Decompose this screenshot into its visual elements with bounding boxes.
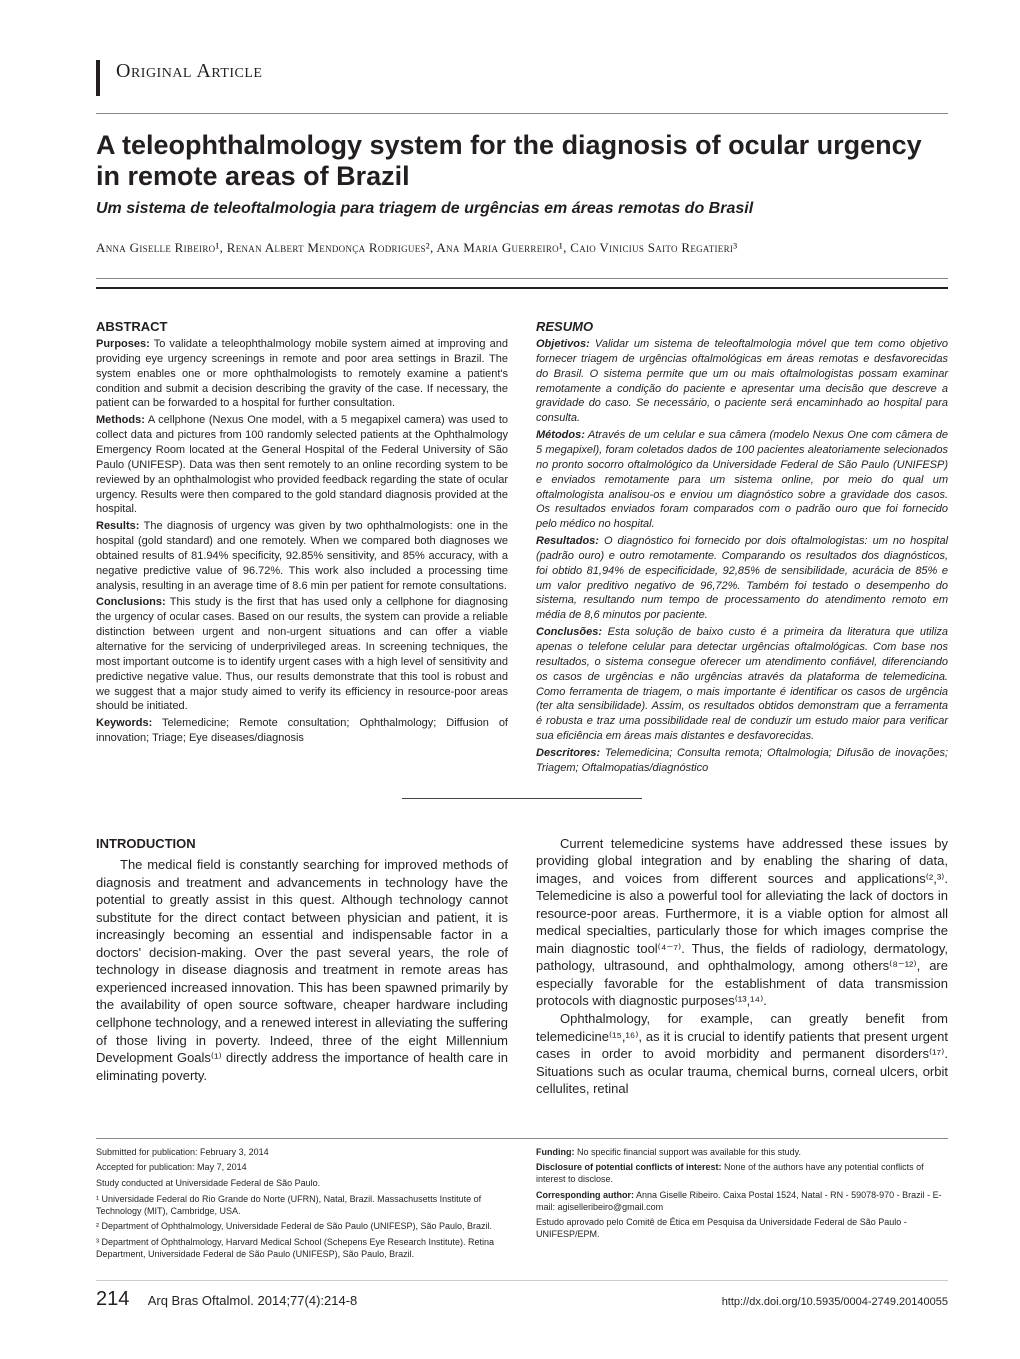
purposes-text: To validate a teleophthalmology mobile s…	[96, 338, 508, 409]
methods-text: A cellphone (Nexus One model, with a 5 m…	[96, 414, 508, 515]
disclosure-label: Disclosure of potential conflicts of int…	[536, 1162, 722, 1172]
keywords-label: Keywords:	[96, 717, 152, 729]
keywords-text: Telemedicine; Remote consultation; Ophth…	[96, 717, 508, 744]
article-title-en: A teleophthalmology system for the diagn…	[96, 130, 948, 192]
affiliation-3: ³ Department of Ophthalmology, Harvard M…	[96, 1237, 508, 1260]
results-label: Results:	[96, 520, 139, 532]
metodos-text: Através de um celular e sua câmera (mode…	[536, 429, 948, 530]
abstract-pt: RESUMO Objetivos: Validar um sistema de …	[536, 319, 948, 777]
funding-label: Funding:	[536, 1147, 574, 1157]
introduction-heading: INTRODUCTION	[96, 835, 508, 853]
conclusoes-label: Conclusões:	[536, 626, 602, 638]
introduction-col-left: INTRODUCTION The medical field is consta…	[96, 835, 508, 1098]
affiliation-1: ¹ Universidade Federal do Rio Grande do …	[96, 1194, 508, 1217]
corresponding-label: Corresponding author:	[536, 1190, 634, 1200]
study-line: Study conducted at Universidade Federal …	[96, 1178, 508, 1190]
conclusions-text: This study is the first that has used on…	[96, 596, 508, 712]
authors-line: Anna Giselle Ribeiro¹, Renan Albert Mend…	[96, 240, 948, 256]
intro-para-1: The medical field is constantly searchin…	[96, 856, 508, 1084]
page-number-block: 214 Arq Bras Oftalmol. 2014;77(4):214-8	[96, 1285, 357, 1311]
footer-left: Submitted for publication: February 3, 2…	[96, 1147, 508, 1265]
article-title-pt: Um sistema de teleoftalmologia para tria…	[96, 200, 948, 218]
results-text: The diagnosis of urgency was given by tw…	[96, 520, 508, 591]
resultados-label: Resultados:	[536, 535, 599, 547]
abstracts-row: ABSTRACT Purposes: To validate a teleoph…	[96, 319, 948, 777]
submitted-line: Submitted for publication: February 3, 2…	[96, 1147, 508, 1159]
ethics-text: Estudo aprovado pelo Comitê de Ética em …	[536, 1217, 948, 1240]
metodos-label: Métodos:	[536, 429, 585, 441]
introduction-col-right: Current telemedicine systems have addres…	[536, 835, 948, 1098]
abstract-en-heading: ABSTRACT	[96, 319, 508, 334]
objetivos-label: Objetivos:	[536, 338, 590, 350]
title-bottom-rule	[96, 287, 948, 289]
section-accent-bar	[96, 60, 100, 96]
page-number: 214	[96, 1288, 129, 1310]
conclusoes-text: Esta solução de baixo custo é a primeira…	[536, 626, 948, 742]
footer-metadata: Submitted for publication: February 3, 2…	[96, 1138, 948, 1265]
title-block: A teleophthalmology system for the diagn…	[96, 113, 948, 279]
objetivos-text: Validar um sistema de teleoftalmologia m…	[536, 338, 948, 424]
purposes-label: Purposes:	[96, 338, 150, 350]
page-footer: 214 Arq Bras Oftalmol. 2014;77(4):214-8 …	[96, 1280, 948, 1311]
mid-page-divider	[402, 798, 642, 799]
intro-para-2: Current telemedicine systems have addres…	[536, 835, 948, 1010]
intro-para-3: Ophthalmology, for example, can greatly …	[536, 1010, 948, 1098]
abstract-pt-heading: RESUMO	[536, 319, 948, 334]
funding-text: No specific financial support was availa…	[577, 1147, 801, 1157]
descritores-label: Descritores:	[536, 747, 600, 759]
abstract-en: ABSTRACT Purposes: To validate a teleoph…	[96, 319, 508, 777]
doi-link[interactable]: http://dx.doi.org/10.5935/0004-2749.2014…	[722, 1296, 948, 1308]
section-label: Original Article	[116, 60, 948, 83]
affiliation-2: ² Department of Ophthalmology, Universid…	[96, 1221, 508, 1233]
journal-citation: Arq Bras Oftalmol. 2014;77(4):214-8	[148, 1293, 358, 1308]
accepted-line: Accepted for publication: May 7, 2014	[96, 1162, 508, 1174]
methods-label: Methods:	[96, 414, 145, 426]
introduction-row: INTRODUCTION The medical field is consta…	[96, 835, 948, 1098]
resultados-text: O diagnóstico foi fornecido por dois oft…	[536, 535, 948, 621]
footer-right: Funding: No specific financial support w…	[536, 1147, 948, 1265]
conclusions-label: Conclusions:	[96, 596, 166, 608]
